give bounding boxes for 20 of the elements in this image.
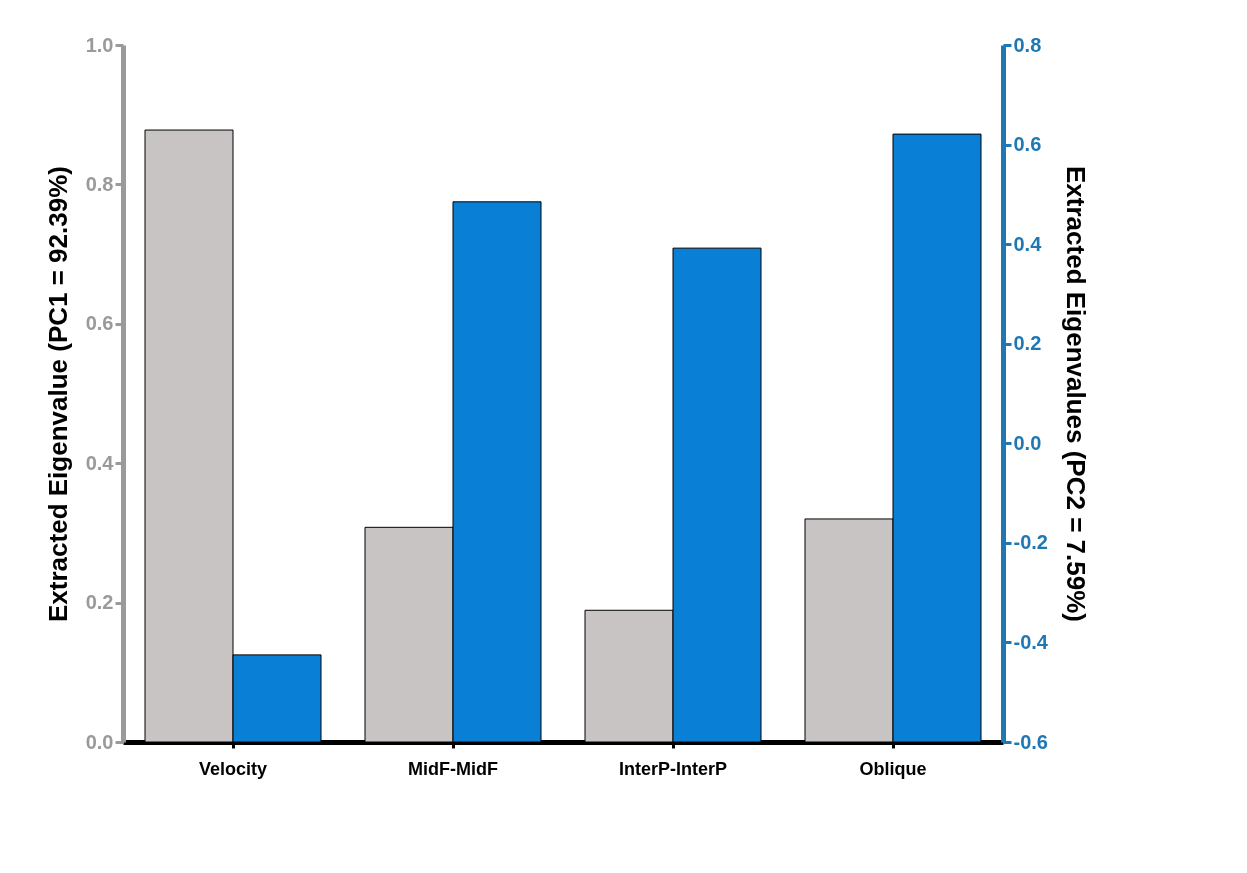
y2-tick-label: -0.6 [1013,730,1048,753]
y2-tick-label: 0.2 [1013,332,1042,355]
x-tick-label: MidF-MidF [408,758,498,779]
y2-tick-label: 0.6 [1013,133,1042,156]
y2-tick-label: 0.8 [1013,33,1042,56]
y2-tick-label: -0.2 [1013,531,1048,554]
y-tick-label: 0.2 [85,591,114,614]
y-tick-label: 0.0 [85,730,114,753]
y2-axis-title: Extracted Eigenvalues (PC2 = 7.59%) [1060,166,1091,622]
y-axis-title: Extracted Eigenvalue (PC1 = 92.39%) [42,166,73,622]
y-tick-label: 0.6 [85,312,114,335]
y2-tick-label: 0.0 [1013,431,1042,454]
y-tick-label: 1.0 [85,33,114,56]
y2-tick-label: 0.4 [1013,232,1043,255]
y-tick-label: 0.8 [85,172,114,195]
y-tick-label: 0.4 [85,451,115,474]
x-tick-label: Oblique [859,758,927,779]
x-tick-label: Velocity [198,758,268,779]
x-tick-label: InterP-InterP [618,758,728,779]
y2-tick-label: -0.4 [1013,630,1049,653]
